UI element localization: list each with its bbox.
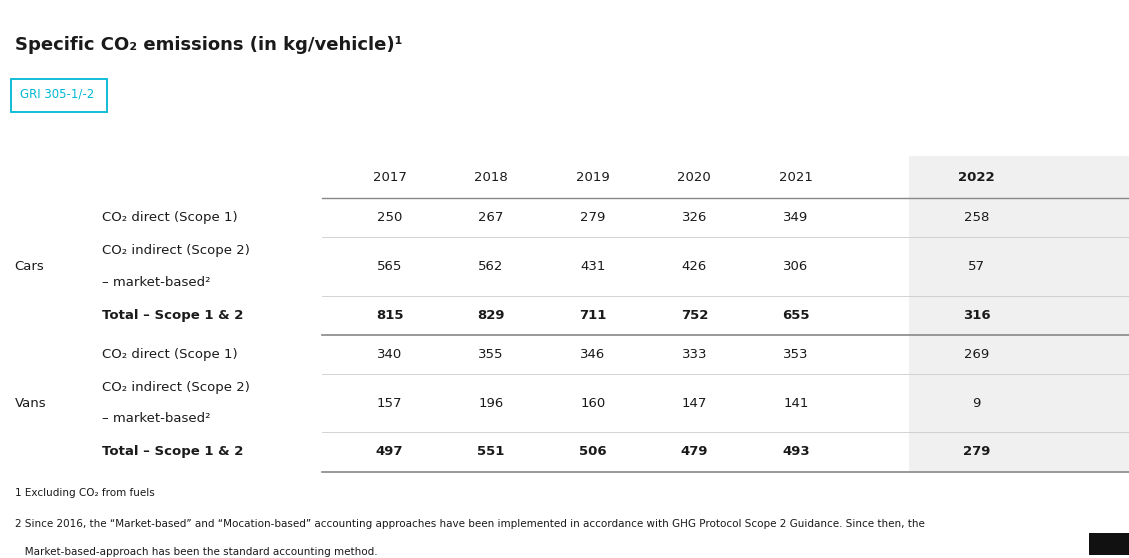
Text: 2017: 2017: [373, 171, 406, 184]
Text: 279: 279: [963, 445, 990, 459]
Text: 333: 333: [682, 348, 707, 361]
Text: 326: 326: [682, 211, 707, 224]
Text: 426: 426: [682, 260, 707, 273]
Text: CO₂ direct (Scope 1): CO₂ direct (Scope 1): [102, 211, 237, 224]
Text: 2021: 2021: [779, 171, 813, 184]
Text: 250: 250: [377, 211, 402, 224]
Text: 551: 551: [478, 445, 505, 459]
Text: 147: 147: [682, 397, 707, 410]
Text: CO₂ indirect (Scope 2): CO₂ indirect (Scope 2): [102, 381, 250, 394]
Text: Specific CO₂ emissions (in kg/vehicle)¹: Specific CO₂ emissions (in kg/vehicle)¹: [15, 36, 402, 54]
Text: 506: 506: [579, 445, 606, 459]
Text: 269: 269: [964, 348, 989, 361]
Text: 497: 497: [376, 445, 403, 459]
Bar: [1089, 533, 1129, 555]
Bar: [909, 156, 1129, 472]
Text: 431: 431: [580, 260, 605, 273]
Text: – market-based²: – market-based²: [102, 276, 210, 288]
Text: Total – Scope 1 & 2: Total – Scope 1 & 2: [102, 309, 243, 322]
Text: 2019: 2019: [576, 171, 610, 184]
Text: 279: 279: [580, 211, 605, 224]
Text: 346: 346: [580, 348, 605, 361]
Text: 1 Excluding CO₂ from fuels: 1 Excluding CO₂ from fuels: [15, 488, 155, 498]
Text: 829: 829: [478, 309, 505, 322]
Text: GRI 305-1/-2: GRI 305-1/-2: [20, 87, 95, 100]
Text: CO₂ direct (Scope 1): CO₂ direct (Scope 1): [102, 348, 237, 361]
Text: 479: 479: [681, 445, 708, 459]
Text: 355: 355: [479, 348, 504, 361]
Text: 562: 562: [479, 260, 504, 273]
Text: 2020: 2020: [677, 171, 711, 184]
Text: CO₂ indirect (Scope 2): CO₂ indirect (Scope 2): [102, 244, 250, 257]
Text: – market-based²: – market-based²: [102, 412, 210, 425]
Text: 2 Since 2016, the “Market-based” and “Mocation-based” accounting approaches have: 2 Since 2016, the “Market-based” and “Mo…: [15, 519, 925, 529]
Text: Vans: Vans: [15, 397, 46, 410]
Text: 815: 815: [376, 309, 403, 322]
Text: 2018: 2018: [474, 171, 508, 184]
Text: 258: 258: [964, 211, 989, 224]
Text: 306: 306: [784, 260, 808, 273]
Text: 711: 711: [579, 309, 606, 322]
Text: 493: 493: [782, 445, 809, 459]
Text: 2022: 2022: [959, 171, 995, 184]
Text: 340: 340: [377, 348, 402, 361]
Text: Cars: Cars: [15, 260, 44, 273]
Text: 9: 9: [972, 397, 981, 410]
Text: 353: 353: [784, 348, 808, 361]
Text: 196: 196: [479, 397, 504, 410]
Text: 752: 752: [681, 309, 708, 322]
Text: Market-based-approach has been the standard accounting method.: Market-based-approach has been the stand…: [15, 547, 377, 557]
Text: 267: 267: [479, 211, 504, 224]
Text: 57: 57: [968, 260, 986, 273]
Text: Total – Scope 1 & 2: Total – Scope 1 & 2: [102, 445, 243, 459]
Text: 565: 565: [377, 260, 402, 273]
Text: 160: 160: [580, 397, 605, 410]
Text: 157: 157: [377, 397, 402, 410]
Bar: [11, 79, 107, 112]
Text: 316: 316: [963, 309, 990, 322]
Text: 349: 349: [784, 211, 808, 224]
Text: 141: 141: [784, 397, 808, 410]
Text: 655: 655: [782, 309, 809, 322]
